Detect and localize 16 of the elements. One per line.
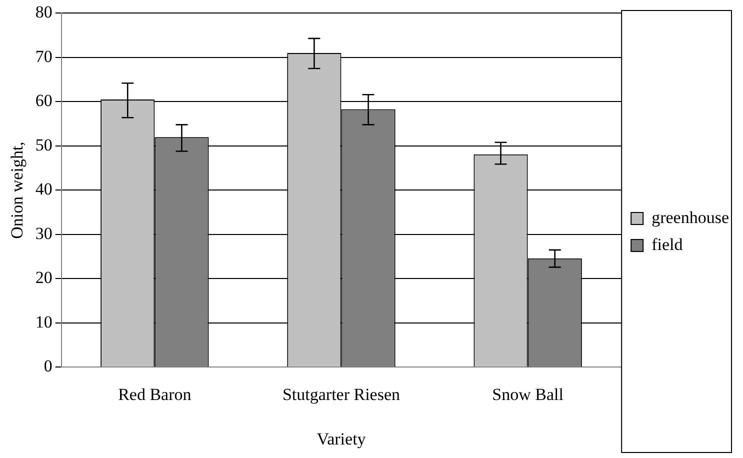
y-axis-title: Onion weight, <box>8 142 27 239</box>
x-tick-label: Stutgarter Riesen <box>282 384 401 404</box>
y-tick-label: 60 <box>35 91 52 110</box>
y-tick-label: 20 <box>35 268 52 288</box>
y-tick-label: 30 <box>35 224 52 243</box>
x-tick-label: Red Baron <box>118 384 192 404</box>
legend-label: field <box>652 234 684 254</box>
legend-label: greenhouse <box>652 208 730 227</box>
x-tick-label: Snow Ball <box>492 384 564 404</box>
y-tick-label: 0 <box>44 356 52 376</box>
x-axis-title: Variety <box>316 429 366 448</box>
y-tick-label: 40 <box>35 180 52 199</box>
y-tick-label: 50 <box>35 135 52 154</box>
y-tick-label: 80 <box>35 2 52 22</box>
y-tick-label: 10 <box>35 312 52 332</box>
y-tick-label: 70 <box>35 46 52 66</box>
